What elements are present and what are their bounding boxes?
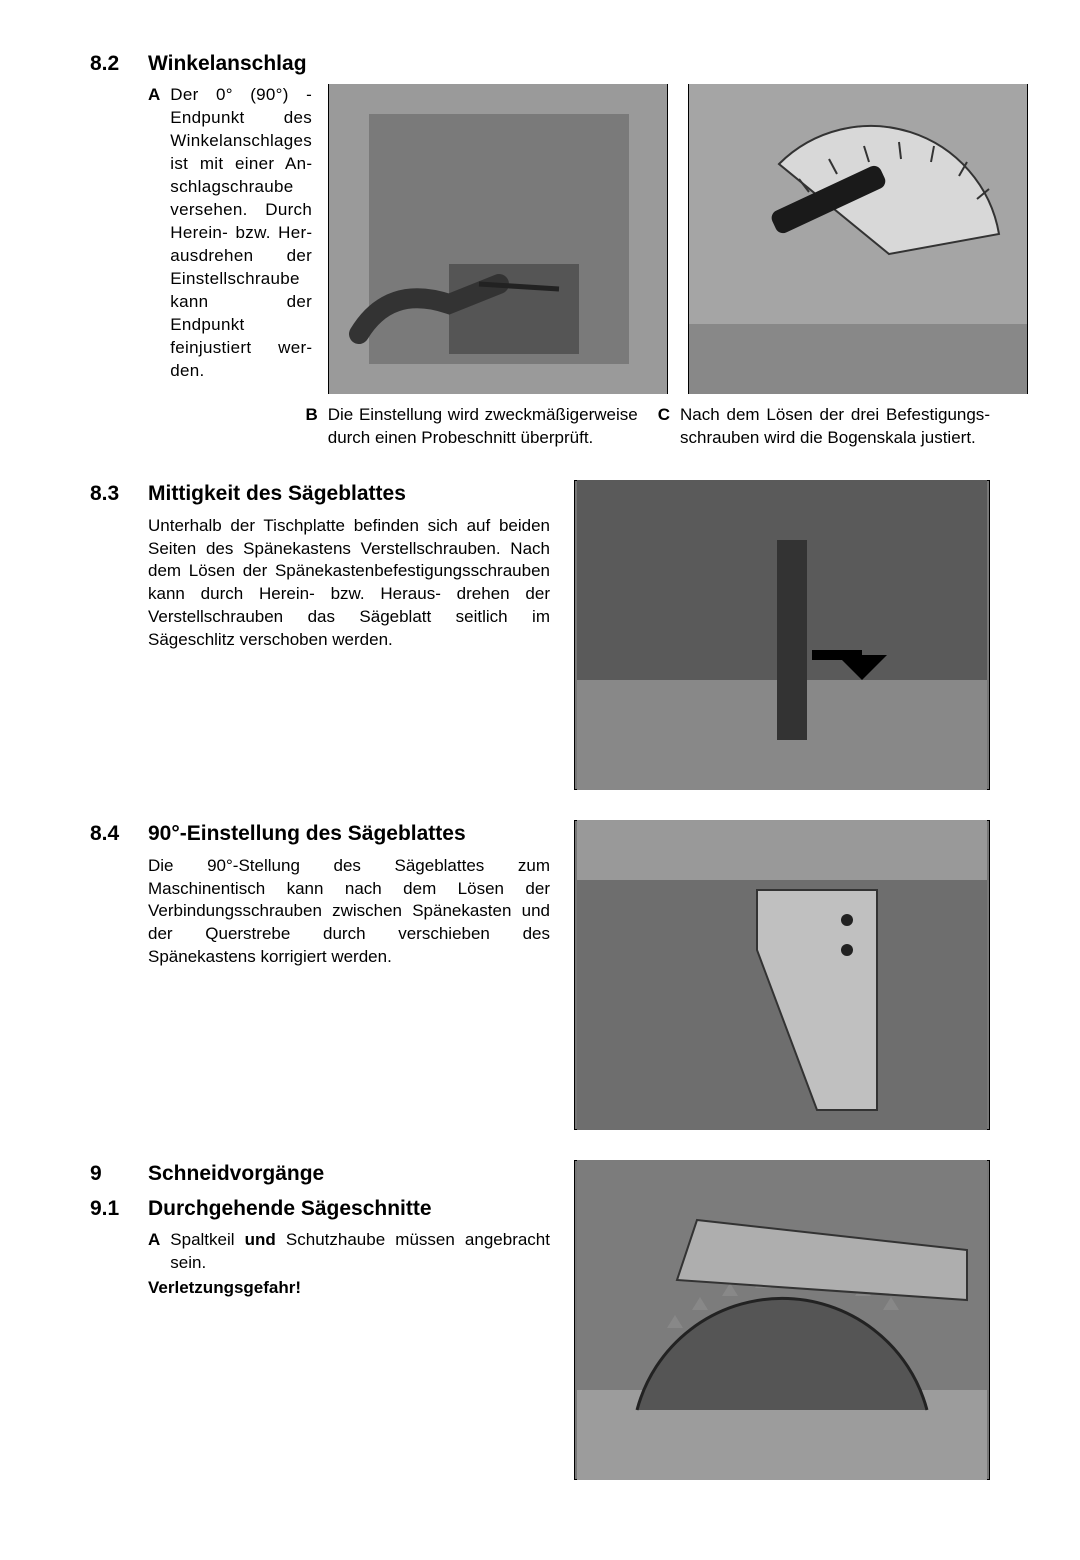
- adjustment-screw-photo: [329, 84, 667, 394]
- caption-text-c: Nach dem Lösen der drei Befestigungs­sch…: [680, 404, 990, 450]
- figure-8-3: [574, 480, 990, 790]
- item-text-a: Der 0° (90°) - Endpunkt des Winkelanschl…: [170, 84, 312, 382]
- heading-number: 8.2: [90, 50, 130, 78]
- figure-9-1: [574, 1160, 990, 1480]
- heading-number: 9.1: [90, 1195, 130, 1223]
- heading-number: 8.3: [90, 480, 130, 508]
- heading-8-2: 8.2 Winkelanschlag: [90, 50, 990, 78]
- heading-title: Schneidvorgänge: [148, 1160, 324, 1188]
- caption-c: C Nach dem Lösen der drei Befestigungs­s…: [658, 404, 990, 450]
- item-text-a: Spaltkeil und Schutzhaube müssen angebra…: [170, 1229, 550, 1275]
- heading-number: 8.4: [90, 820, 130, 848]
- figure-8-2-c: [688, 84, 1028, 394]
- body-8-3: Unterhalb der Tischplatte befinden sich …: [148, 515, 550, 653]
- angle-scale-photo: [689, 84, 1027, 394]
- blade-90deg-photo: [577, 820, 987, 1130]
- warning-text: Verletzungsgefahr!: [148, 1277, 550, 1300]
- caption-b: B Die Einstellung wird zweckmäßigerweise…: [305, 404, 637, 450]
- section-8-3: 8.3 Mittigkeit des Sägeblattes Unterhalb…: [90, 480, 990, 790]
- sawblade-guard-photo: [577, 1160, 987, 1480]
- heading-number: 9: [90, 1160, 130, 1188]
- heading-title: Durchgehende Sägeschnitte: [148, 1195, 432, 1223]
- section-8-2: 8.2 Winkelanschlag A Der 0° (90°) - Endp…: [90, 50, 990, 450]
- item-letter-a: A: [148, 1229, 160, 1275]
- item-9-1-a: A Spaltkeil und Schutzhaube müssen angeb…: [148, 1229, 550, 1275]
- item-letter-a: A: [148, 84, 160, 382]
- heading-title: 90°-Einstellung des Sägeblattes: [148, 820, 466, 848]
- heading-title: Winkelanschlag: [148, 50, 307, 78]
- caption-letter-c: C: [658, 404, 670, 450]
- figure-8-4: [574, 820, 990, 1130]
- section-9: 9 Schneidvorgänge 9.1 Durchgehende Säges…: [90, 1160, 990, 1480]
- blade-centering-photo: [577, 480, 987, 790]
- text-pre: Spaltkeil: [170, 1230, 244, 1249]
- heading-9: 9 Schneidvorgänge: [90, 1160, 550, 1188]
- text-bold: und: [245, 1230, 276, 1249]
- caption-text-b: Die Einstellung wird zweckmäßigerweise d…: [328, 404, 638, 450]
- body-8-4: Die 90°-Stellung des Sägeblattes zum Mas…: [148, 855, 550, 970]
- section-8-4: 8.4 90°-Einstellung des Sägeblattes Die …: [90, 820, 990, 1130]
- heading-8-4: 8.4 90°-Einstellung des Sägeblattes: [90, 820, 550, 848]
- caption-letter-b: B: [305, 404, 317, 450]
- heading-title: Mittigkeit des Sägeblattes: [148, 480, 406, 508]
- figure-8-2-b: [328, 84, 668, 394]
- heading-8-3: 8.3 Mittigkeit des Sägeblattes: [90, 480, 550, 508]
- heading-9-1: 9.1 Durchgehende Sägeschnitte: [90, 1195, 550, 1223]
